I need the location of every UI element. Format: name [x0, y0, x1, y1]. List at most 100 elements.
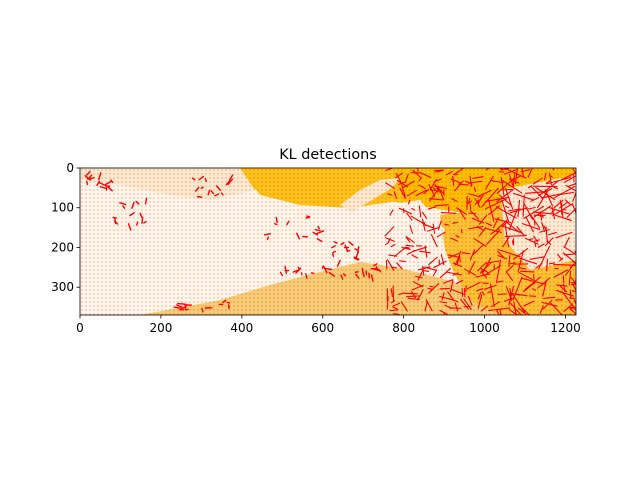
quiver-arrow — [263, 232, 272, 236]
quiver-arrow — [110, 179, 114, 184]
quiver-arrow — [525, 217, 534, 233]
quiver-arrow — [222, 299, 227, 304]
quiver-arrow — [443, 279, 454, 284]
x-tick-label: 1000 — [469, 321, 500, 335]
quiver-arrow — [387, 238, 391, 243]
quiver-arrow — [524, 191, 547, 194]
quiver-arrow — [510, 292, 528, 297]
quiver-arrow — [545, 180, 551, 184]
quiver-arrow — [405, 173, 409, 183]
quiver-arrow — [472, 244, 484, 256]
quiver-arrow — [508, 210, 518, 231]
quiver-arrow — [476, 288, 484, 292]
quiver-arrow — [521, 307, 530, 315]
quiver-arrow — [228, 174, 234, 181]
quiver-arrow — [418, 177, 422, 182]
quiver-arrow — [523, 205, 544, 220]
quiver-arrow — [275, 216, 278, 224]
quiver-arrow — [459, 210, 466, 220]
quiver-arrow — [454, 180, 464, 192]
quiver-arrow — [497, 248, 521, 258]
quiver-arrow — [556, 284, 568, 287]
x-tick-label: 800 — [392, 321, 415, 335]
quiver-arrow — [487, 290, 492, 294]
quiver-dot-grid — [80, 168, 576, 315]
quiver-arrow — [537, 277, 551, 289]
quiver-arrow — [542, 299, 553, 310]
quiver-arrow — [392, 302, 401, 307]
quiver-arrow — [456, 207, 468, 216]
quiver-arrow — [527, 168, 533, 178]
quiver-arrow — [466, 281, 481, 290]
quiver-arrow — [141, 216, 144, 225]
quiver-arrow — [384, 226, 395, 237]
quiver-arrow — [535, 263, 543, 269]
quiver-arrow — [344, 244, 349, 252]
x-tick-label: 0 — [76, 321, 84, 335]
quiver-arrow — [135, 200, 140, 205]
quiver-arrow — [506, 286, 512, 300]
quiver-arrow — [407, 199, 411, 205]
quiver-arrow — [499, 194, 512, 206]
quiver-arrow — [482, 257, 492, 274]
quiver-arrow — [361, 267, 364, 274]
quiver-arrow — [314, 228, 321, 232]
quiver-arrow — [406, 189, 417, 197]
quiver-arrow — [551, 206, 556, 220]
quiver-arrow — [504, 205, 510, 209]
quiver-arrow — [509, 262, 516, 265]
quiver-arrow — [529, 256, 545, 260]
quiver-arrow — [555, 231, 573, 239]
quiver-arrow — [560, 191, 575, 196]
quiver-arrow — [400, 301, 408, 312]
quiver-arrow — [562, 292, 576, 312]
quiver-arrow — [405, 236, 411, 243]
quiver-arrow — [176, 304, 183, 308]
quiver-arrow — [543, 172, 547, 181]
quiver-arrow — [502, 188, 513, 191]
quiver-arrow — [553, 199, 564, 209]
quiver-arrow — [460, 298, 470, 310]
quiver-arrow — [105, 180, 113, 185]
quiver-arrow — [496, 177, 515, 194]
quiver-arrow — [401, 246, 411, 251]
quiver-arrow — [432, 223, 436, 234]
quiver-arrow — [475, 273, 491, 278]
quiver-arrow — [433, 260, 447, 269]
quiver-arrow — [88, 174, 93, 179]
quiver-arrow — [566, 207, 576, 218]
quiver-arrow — [504, 168, 527, 179]
quiver-arrow — [390, 300, 396, 304]
quiver-arrow — [450, 178, 462, 184]
quiver-arrow — [532, 211, 555, 215]
quiver-arrow — [524, 276, 541, 290]
y-tick-label: 0 — [66, 161, 74, 175]
quiver-arrow — [448, 252, 460, 259]
quiver-arrow — [566, 218, 571, 221]
quiver-arrow — [434, 184, 444, 195]
quiver-arrow — [565, 263, 575, 276]
quiver-arrow — [563, 253, 576, 256]
quiver-arrow — [575, 279, 576, 281]
quiver-arrow — [355, 273, 360, 279]
quiver-arrow — [505, 187, 514, 210]
y-tick-label: 100 — [51, 201, 74, 215]
quiver-arrow — [340, 274, 344, 280]
quiver-arrow — [512, 276, 523, 301]
quiver-arrow — [563, 246, 576, 255]
quiver-arrow — [424, 301, 428, 312]
quiver-arrow — [220, 192, 224, 196]
quiver-arrow — [201, 307, 204, 313]
quiver-arrow — [521, 168, 524, 177]
quiver-arrow — [531, 186, 544, 200]
quiver-arrow — [387, 193, 393, 196]
quiver-arrow — [340, 242, 345, 246]
quiver-arrow — [415, 275, 423, 279]
quiver-arrow — [553, 263, 576, 267]
quiver-arrow — [569, 289, 572, 300]
quiver-arrow — [450, 279, 454, 293]
quiver-arrow — [556, 253, 563, 261]
quiver-arrow — [467, 295, 473, 306]
quiver-arrow — [392, 306, 398, 310]
